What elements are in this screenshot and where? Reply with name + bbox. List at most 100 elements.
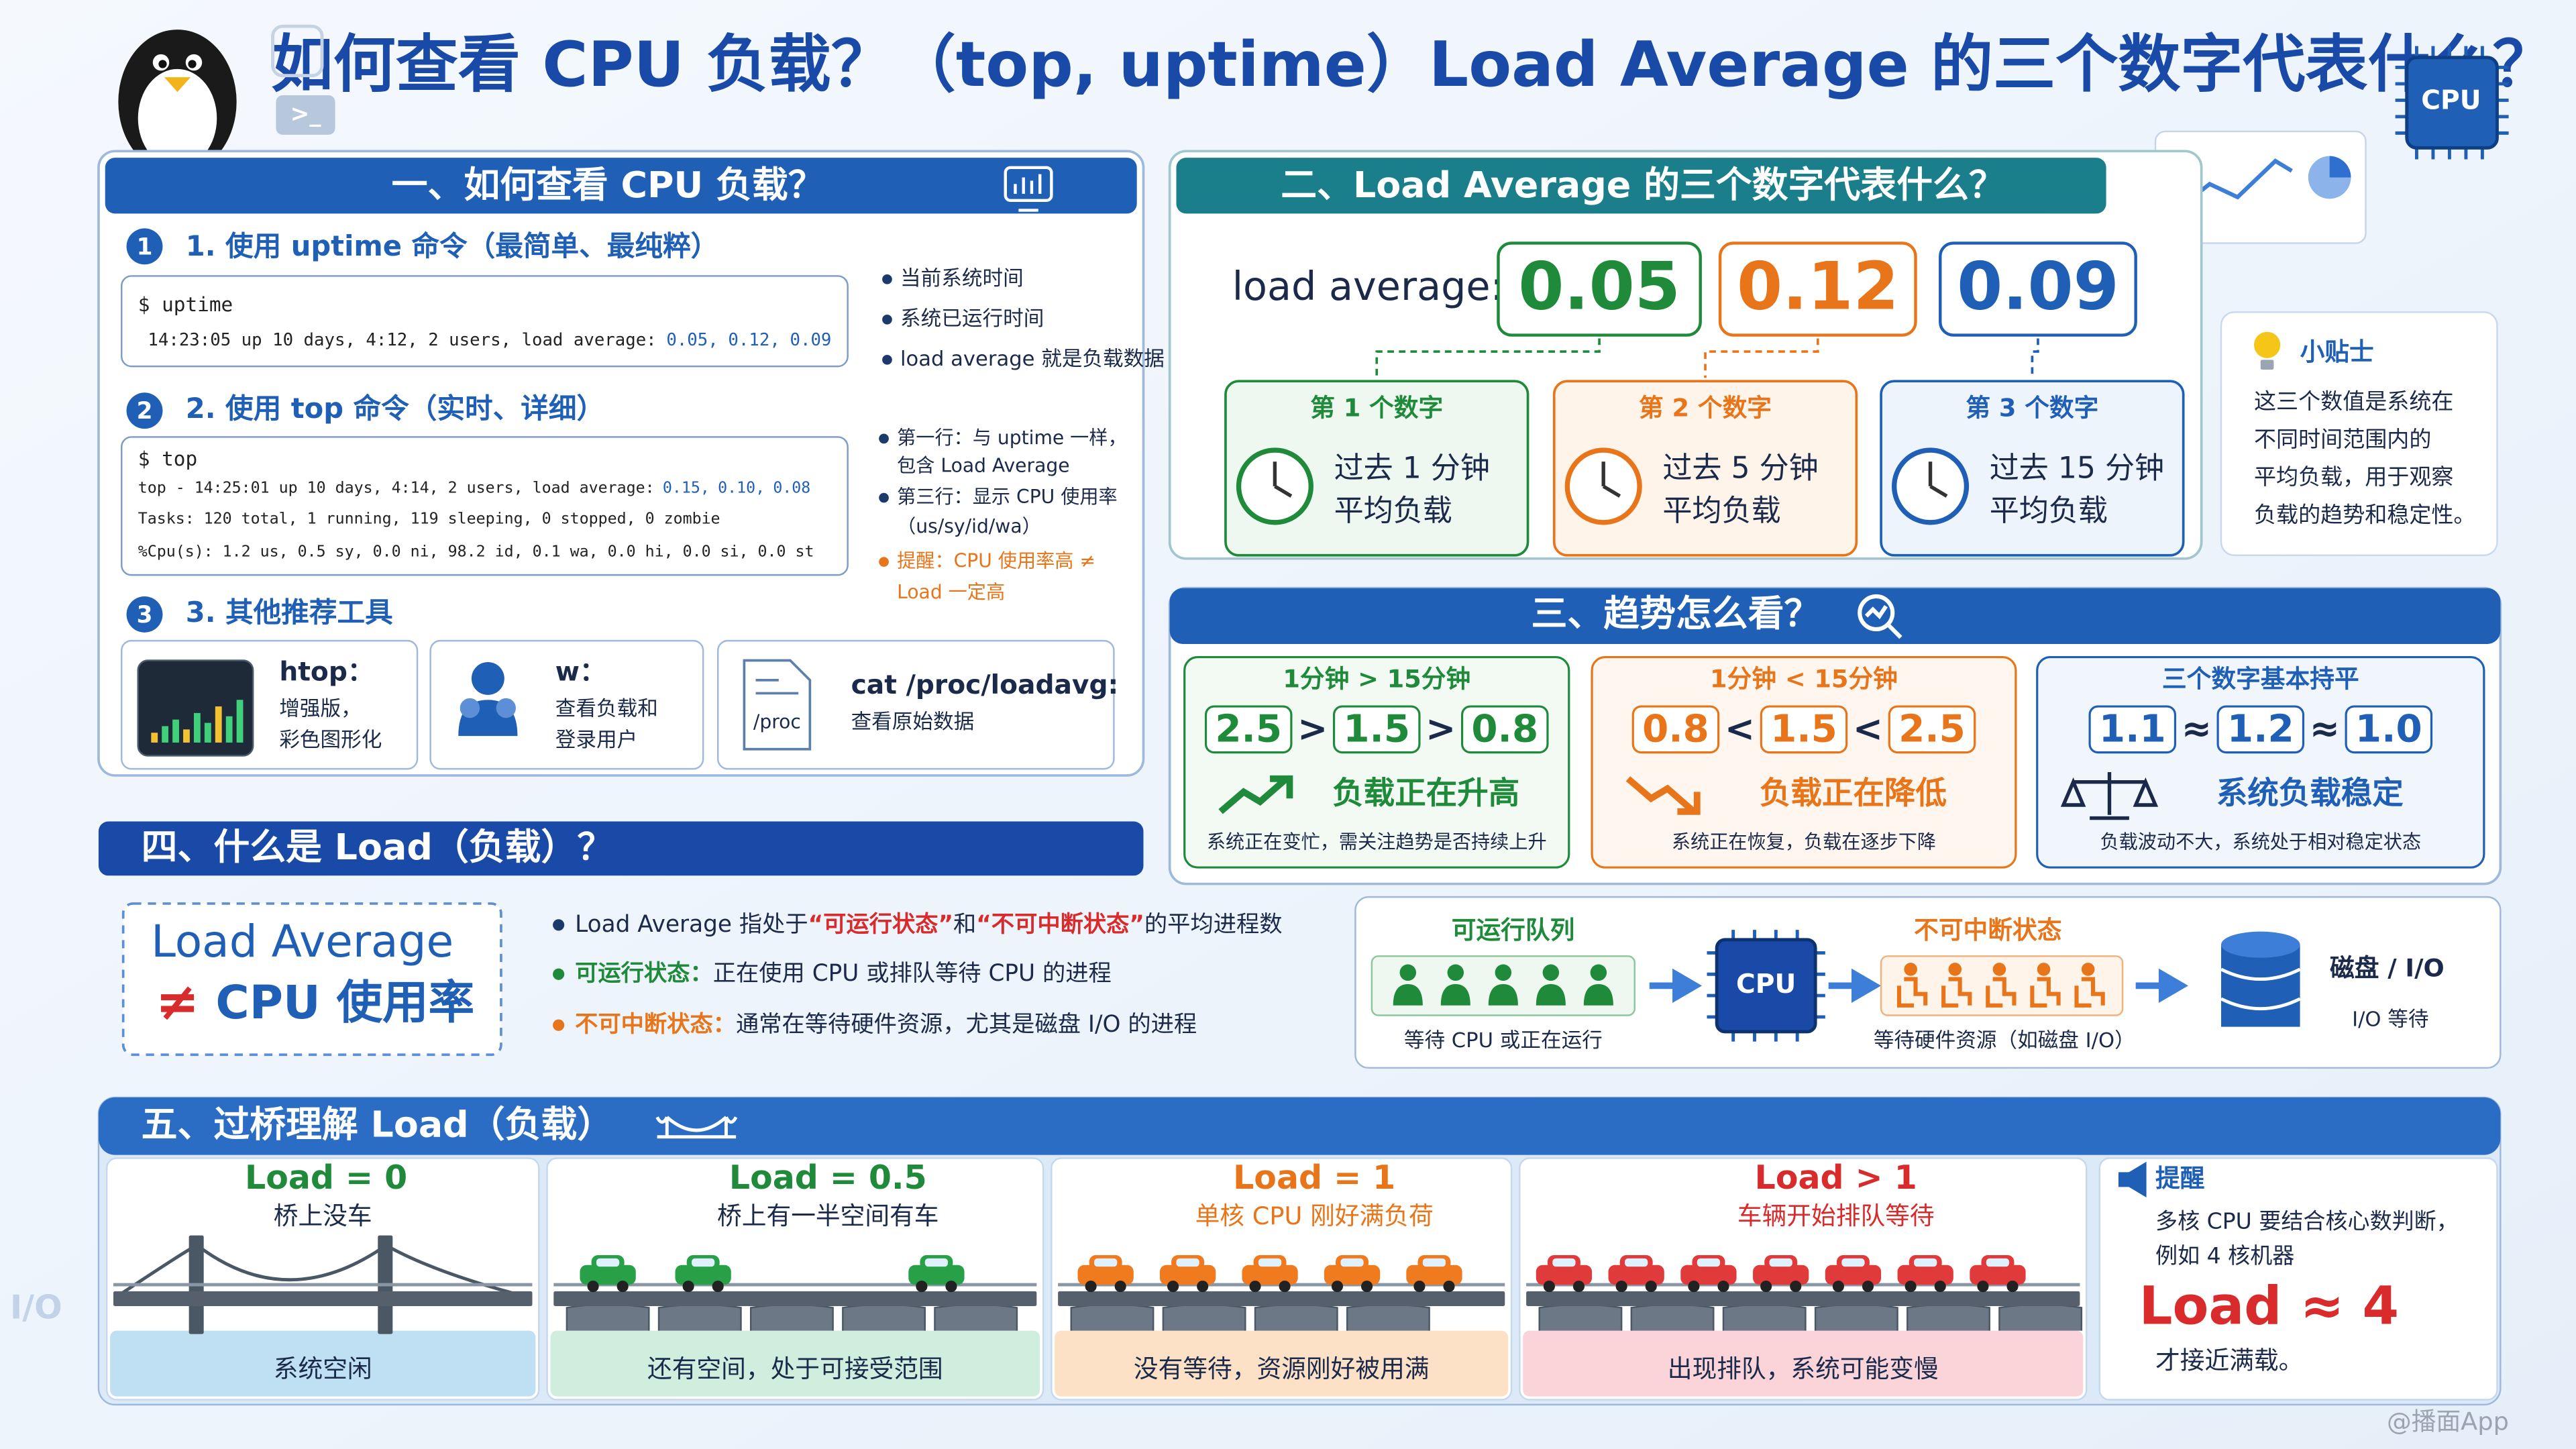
deck bbox=[1526, 1291, 2080, 1306]
chip-pin bbox=[2395, 46, 2509, 160]
label: 平均负载 bbox=[1334, 494, 1452, 528]
car-body bbox=[1970, 1265, 2026, 1285]
value-box bbox=[2345, 705, 2433, 754]
person-seated bbox=[1896, 977, 1928, 1008]
wheel bbox=[1167, 1280, 1179, 1293]
label: 0.12 bbox=[1737, 248, 1899, 325]
section-header bbox=[105, 158, 1137, 214]
label: 出现排队，系统可能变慢 bbox=[1668, 1354, 1939, 1383]
text-span: top - 14:25:01 up 10 days, 4:14, 2 users… bbox=[138, 478, 655, 496]
label: cat /proc/loadavg: bbox=[851, 670, 1119, 700]
person-head bbox=[2081, 963, 2095, 976]
label: load average 就是负载数据 bbox=[900, 347, 1165, 371]
htop-bar bbox=[193, 712, 201, 743]
car-body bbox=[1897, 1265, 1953, 1285]
value-box bbox=[1888, 705, 1976, 754]
person-head bbox=[1948, 963, 1962, 976]
label: 第 2 个数字 bbox=[1639, 393, 1772, 422]
clock-hands bbox=[1273, 462, 1293, 498]
label: 不可中断状态 bbox=[1914, 916, 2062, 945]
person-body bbox=[1440, 983, 1470, 1006]
car-body bbox=[1753, 1265, 1809, 1285]
wheel bbox=[1645, 1280, 1657, 1293]
label: 2.5 bbox=[1215, 707, 1282, 751]
step-badge bbox=[126, 596, 163, 633]
car-body bbox=[1324, 1265, 1381, 1285]
text-span: Load Average 指处于 bbox=[575, 910, 808, 937]
value-box bbox=[1760, 705, 1848, 754]
person-head bbox=[1590, 964, 1607, 981]
cpu-chip bbox=[1715, 938, 1817, 1034]
label: 系统空闲 bbox=[274, 1354, 372, 1383]
arch bbox=[1722, 1303, 1807, 1331]
wheel bbox=[1862, 1280, 1874, 1293]
label: 磁盘 / I/O bbox=[2330, 953, 2445, 982]
water bbox=[110, 1330, 536, 1397]
label: 1 bbox=[137, 233, 153, 260]
label: 系统正在恢复，负载在逐步下降 bbox=[1672, 830, 1936, 853]
disk-ring bbox=[2220, 997, 2301, 1011]
text-line: 可运行状态：正在使用 CPU 或排队等待 CPU 的进程 bbox=[575, 960, 1112, 987]
label: ≠ bbox=[156, 971, 200, 1032]
person-body bbox=[1393, 983, 1423, 1006]
arch bbox=[1254, 1303, 1338, 1331]
label: %Cpu(s): 1.2 us, 0.5 sy, 0.0 ni, 98.2 id… bbox=[138, 542, 814, 560]
label: 2.5 bbox=[1898, 707, 1966, 751]
tip-card bbox=[2220, 311, 2498, 556]
htop-bar bbox=[151, 733, 158, 743]
car-window bbox=[1258, 1258, 1282, 1267]
bullet bbox=[879, 433, 889, 444]
label: 增强版， bbox=[279, 697, 361, 720]
user-head bbox=[471, 661, 504, 695]
connector bbox=[1375, 338, 1601, 378]
label: Tasks: 120 total, 1 running, 119 sleepin… bbox=[138, 509, 720, 527]
label: 一、如何查看 CPU 负载？ bbox=[392, 164, 824, 206]
text-line: 14:23:05 up 10 days, 4:12, 2 users, load… bbox=[148, 329, 831, 350]
label: 3 bbox=[137, 602, 153, 629]
text-line: 不可中断状态：通常在等待硬件资源，尤其是磁盘 I/O 的进程 bbox=[575, 1011, 1197, 1038]
label: 1分钟 > 15分钟 bbox=[1283, 664, 1470, 693]
deck bbox=[553, 1291, 1037, 1306]
label: 0.8 bbox=[1471, 707, 1538, 751]
trend-icon bbox=[1625, 776, 1701, 815]
code-box bbox=[121, 436, 849, 576]
step-badge bbox=[126, 392, 163, 429]
bridge-icon bbox=[655, 1116, 738, 1139]
htop-bar bbox=[172, 719, 179, 743]
label: 这三个数值是系统在 bbox=[2254, 388, 2453, 415]
wheel bbox=[1977, 1280, 1989, 1293]
text-span: 0.09 bbox=[790, 329, 832, 350]
monitor-icon bbox=[1004, 166, 1053, 202]
wheel bbox=[1413, 1280, 1426, 1293]
megaphone bbox=[2118, 1161, 2147, 1198]
text-span: “可运行状态” bbox=[808, 910, 953, 937]
wheel bbox=[1760, 1280, 1772, 1293]
label: 登录用户 bbox=[555, 729, 637, 752]
text-span: 和 bbox=[953, 910, 976, 937]
section-header bbox=[1176, 158, 2106, 214]
number-box bbox=[1497, 241, 1702, 337]
label: 查看原始数据 bbox=[851, 710, 975, 734]
definition-box bbox=[121, 902, 502, 1057]
car-window bbox=[1340, 1258, 1364, 1267]
wheel bbox=[616, 1280, 629, 1293]
label: 例如 4 核机器 bbox=[2155, 1242, 2294, 1269]
person-body bbox=[1488, 983, 1518, 1006]
bulb-base bbox=[2260, 360, 2274, 370]
car-body bbox=[1077, 1265, 1134, 1285]
wheel bbox=[1114, 1280, 1126, 1293]
label: I/O 等待 bbox=[2352, 1008, 2428, 1031]
label: 平均负载 bbox=[1662, 494, 1780, 528]
text-span: 14:23:05 up 10 days, 4:12, 2 users, load… bbox=[148, 329, 656, 350]
label: 系统正在变忙，需关注趋势是否持续上升 bbox=[1207, 830, 1547, 853]
label: 1.0 bbox=[2355, 707, 2422, 751]
car-body bbox=[1242, 1265, 1298, 1285]
text-span: 0.15, bbox=[663, 478, 710, 496]
label: 还有空间，处于可接受范围 bbox=[647, 1354, 943, 1383]
car-body bbox=[1608, 1265, 1664, 1285]
car-window bbox=[596, 1258, 620, 1267]
chip-pin bbox=[2395, 46, 2509, 160]
wheel bbox=[1331, 1280, 1344, 1293]
bullet bbox=[553, 968, 565, 980]
